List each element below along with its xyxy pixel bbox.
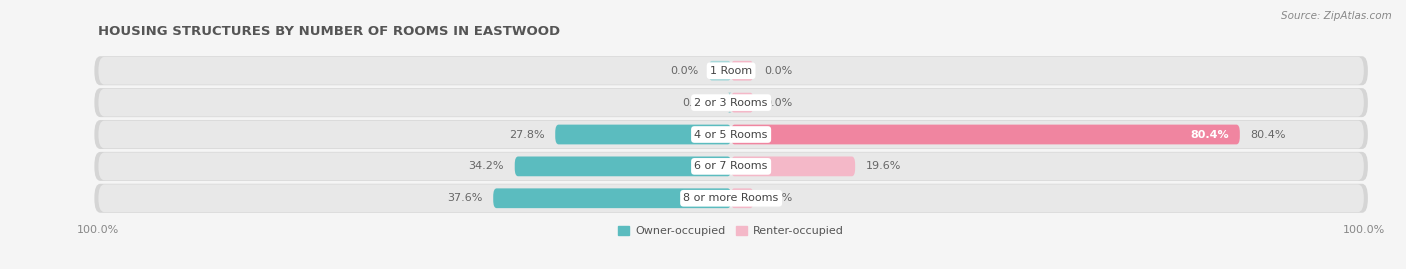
FancyBboxPatch shape [731, 188, 754, 208]
Text: 34.2%: 34.2% [468, 161, 503, 171]
FancyBboxPatch shape [731, 61, 754, 81]
FancyBboxPatch shape [98, 89, 1364, 116]
Legend: Owner-occupied, Renter-occupied: Owner-occupied, Renter-occupied [614, 222, 848, 241]
FancyBboxPatch shape [98, 153, 1364, 180]
Text: 80.4%: 80.4% [1191, 129, 1229, 140]
Text: 0.0%: 0.0% [763, 193, 793, 203]
FancyBboxPatch shape [515, 157, 731, 176]
Text: 0.0%: 0.0% [669, 66, 699, 76]
Text: HOUSING STRUCTURES BY NUMBER OF ROOMS IN EASTWOOD: HOUSING STRUCTURES BY NUMBER OF ROOMS IN… [98, 24, 561, 38]
Text: 0.46%: 0.46% [682, 98, 717, 108]
FancyBboxPatch shape [94, 56, 1368, 85]
FancyBboxPatch shape [98, 121, 1364, 148]
FancyBboxPatch shape [94, 120, 1368, 149]
FancyBboxPatch shape [98, 57, 1364, 85]
Text: 0.0%: 0.0% [763, 66, 793, 76]
Text: 37.6%: 37.6% [447, 193, 482, 203]
Text: 27.8%: 27.8% [509, 129, 544, 140]
Text: 4 or 5 Rooms: 4 or 5 Rooms [695, 129, 768, 140]
FancyBboxPatch shape [555, 125, 731, 144]
FancyBboxPatch shape [94, 88, 1368, 117]
FancyBboxPatch shape [94, 184, 1368, 213]
FancyBboxPatch shape [728, 93, 731, 112]
Text: Source: ZipAtlas.com: Source: ZipAtlas.com [1281, 11, 1392, 21]
FancyBboxPatch shape [494, 188, 731, 208]
Text: 2 or 3 Rooms: 2 or 3 Rooms [695, 98, 768, 108]
Text: 8 or more Rooms: 8 or more Rooms [683, 193, 779, 203]
FancyBboxPatch shape [731, 125, 1240, 144]
Text: 0.0%: 0.0% [763, 98, 793, 108]
FancyBboxPatch shape [94, 152, 1368, 181]
FancyBboxPatch shape [709, 61, 731, 81]
Text: 19.6%: 19.6% [866, 161, 901, 171]
FancyBboxPatch shape [98, 184, 1364, 212]
Text: 6 or 7 Rooms: 6 or 7 Rooms [695, 161, 768, 171]
FancyBboxPatch shape [731, 157, 855, 176]
Text: 80.4%: 80.4% [1250, 129, 1286, 140]
Text: 1 Room: 1 Room [710, 66, 752, 76]
FancyBboxPatch shape [731, 93, 754, 112]
